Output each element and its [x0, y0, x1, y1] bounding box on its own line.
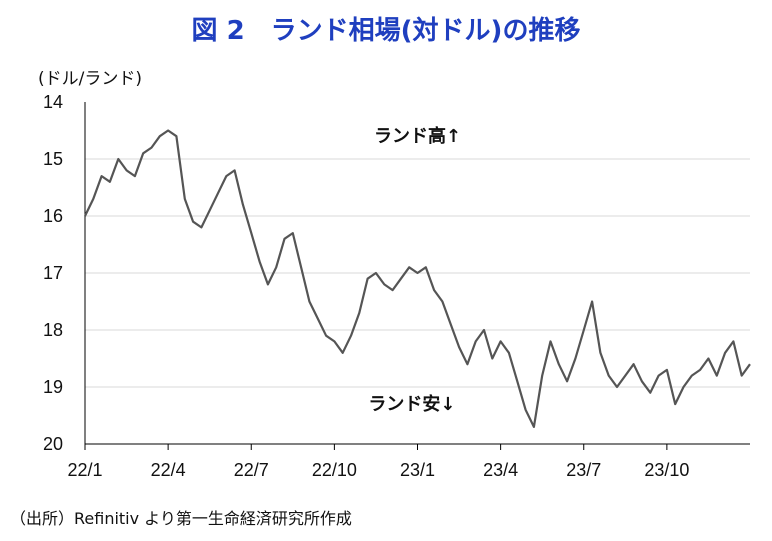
y-tick-label: 14 [43, 92, 63, 112]
x-tick-label: 22/10 [312, 460, 357, 480]
x-tick-label: 23/7 [566, 460, 601, 480]
y-tick-label: 15 [43, 149, 63, 169]
y-tick-label: 19 [43, 377, 63, 397]
y-tick-label: 17 [43, 263, 63, 283]
x-tick-label: 22/1 [67, 460, 102, 480]
chart-title: 図 2 ランド相場(対ドル)の推移 [191, 16, 581, 46]
x-axis-ticks: 22/1 22/4 22/7 22/10 23/1 23/4 23/7 23/10 [67, 444, 689, 480]
source-note: （出所）Refinitiv より第一生命経済研究所作成 [10, 509, 352, 528]
annotations: ランド高↑ ランド安↓ [368, 125, 461, 415]
y-tick-label: 16 [43, 206, 63, 226]
series-layer [84, 129, 751, 428]
y-tick-label: 20 [43, 434, 63, 454]
y-axis-ticks: 14 15 16 17 18 19 20 [43, 92, 63, 454]
annotation-label: ランド安↓ [368, 393, 455, 415]
x-tick-label: 23/4 [483, 460, 518, 480]
annotation-label: ランド高↑ [374, 125, 461, 147]
axes [84, 102, 750, 445]
x-tick-label: 23/1 [400, 460, 435, 480]
y-tick-label: 18 [43, 320, 63, 340]
grid-lines [85, 158, 750, 388]
x-tick-label: 23/10 [644, 460, 689, 480]
x-tick-label: 22/4 [151, 460, 186, 480]
y-axis-unit-label: (ドル/ランド) [38, 69, 142, 89]
x-tick-label: 22/7 [234, 460, 269, 480]
series-line-rand-usd [84, 129, 751, 428]
